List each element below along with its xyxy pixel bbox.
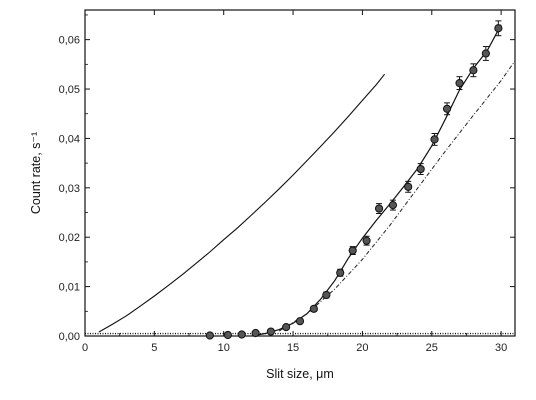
series-line-fit <box>251 24 502 336</box>
x-axis-title: Slit size, μm <box>266 367 334 381</box>
data-point <box>404 182 413 191</box>
data-point <box>481 49 490 58</box>
x-tick-label: 20 <box>356 342 368 354</box>
data-point <box>237 330 246 339</box>
plot-frame <box>84 9 516 337</box>
data-point <box>348 246 357 255</box>
y-axis-title: Count rate, s⁻¹ <box>29 132 43 214</box>
data-point <box>416 164 425 174</box>
x-tick-label: 30 <box>495 342 507 354</box>
series-line-dashdot <box>278 60 515 332</box>
y-tick-label: 0,05 <box>59 84 80 96</box>
x-tick-label: 15 <box>287 342 299 354</box>
y-tick-label: 0,06 <box>59 35 80 47</box>
data-point <box>282 323 291 332</box>
data-point <box>388 201 398 210</box>
x-tick-label: 0 <box>82 342 88 354</box>
data-point <box>205 331 214 340</box>
data-point <box>309 304 318 313</box>
data-point <box>322 290 331 300</box>
data-point <box>455 79 464 88</box>
x-tick-label: 25 <box>426 342 438 354</box>
y-tick-label: 0,01 <box>59 282 80 294</box>
data-point <box>430 135 439 144</box>
x-tick-label: 10 <box>218 342 230 354</box>
y-tick-label: 0,00 <box>59 331 80 343</box>
data-point <box>266 327 275 336</box>
y-tick-label: 0,02 <box>59 232 80 244</box>
x-tick-label: 5 <box>151 342 157 354</box>
data-point <box>251 328 260 338</box>
plot-area: 0 5 10 15 20 25 30 0,00 0,01 0,02 0,03 0,04 0,05 0,06 <box>59 9 516 354</box>
data-point <box>442 104 452 113</box>
data-point <box>469 66 478 75</box>
y-tick-label: 0,04 <box>59 133 80 145</box>
data-point <box>336 268 345 277</box>
data-point <box>223 330 232 340</box>
series-line-theory <box>98 73 386 333</box>
data-point <box>374 204 384 213</box>
data-point <box>494 24 503 33</box>
data-point <box>295 317 305 326</box>
data-point <box>362 236 371 245</box>
y-tick-label: 0,03 <box>59 183 80 195</box>
